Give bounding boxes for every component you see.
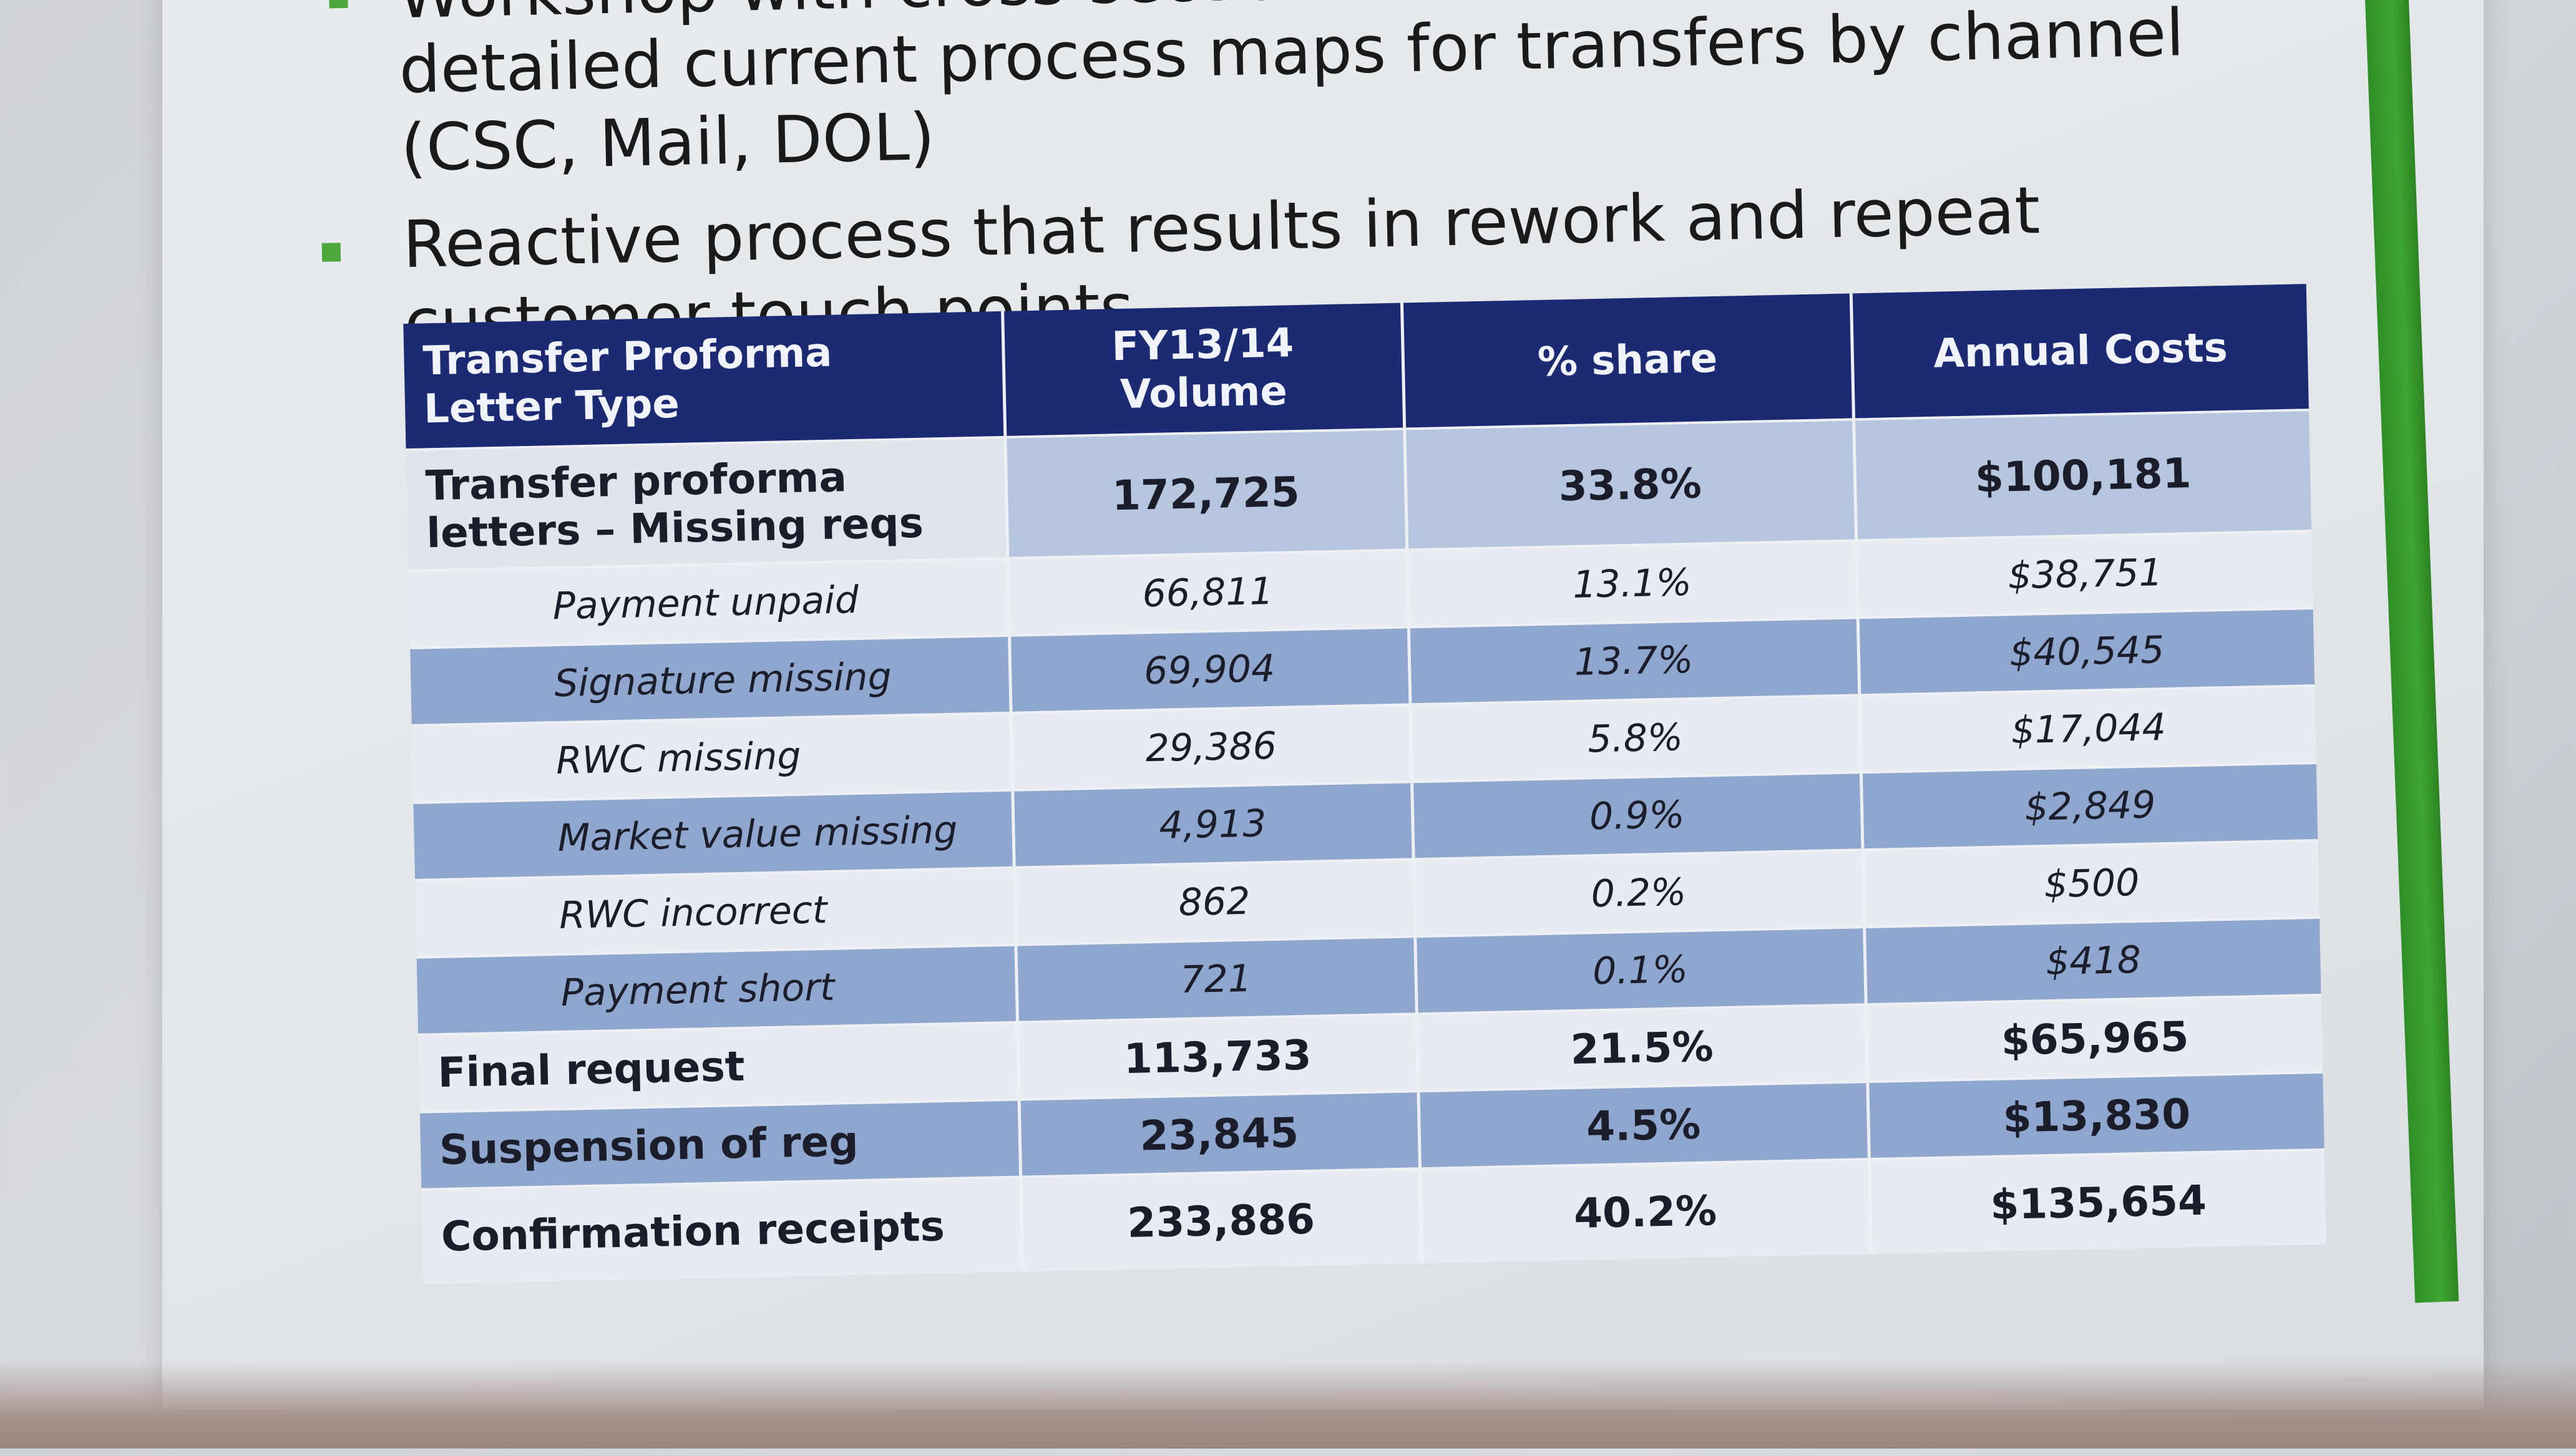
bullet-text-line: Reactive process that results in rework … <box>402 172 2041 283</box>
cost-cell: $13,830 <box>1867 1072 2325 1160</box>
letter-type-cell: RWC incorrect <box>414 867 1016 958</box>
share-cell: 40.2% <box>1420 1159 1871 1264</box>
column-header: Annual Costs <box>1850 284 2309 420</box>
transfer-letter-table: Transfer Proforma Letter Type FY13/14 Vo… <box>403 284 2326 1284</box>
column-header: % share <box>1401 293 1854 429</box>
cost-cell: $500 <box>1862 840 2320 928</box>
bullet-text-line: (CSC, Mail, DOL) <box>400 99 936 187</box>
volume-cell: 172,725 <box>1005 429 1407 558</box>
volume-cell: 66,811 <box>1007 550 1408 636</box>
bullet-marker <box>329 0 348 9</box>
volume-cell: 69,904 <box>1008 627 1410 713</box>
share-cell: 0.1% <box>1415 927 1866 1014</box>
letter-type-cell: Final request <box>418 1022 1019 1112</box>
share-cell: 0.2% <box>1413 850 1865 937</box>
share-cell: 4.5% <box>1418 1082 1869 1169</box>
cost-cell: $2,849 <box>1860 762 2318 850</box>
letter-type-cell: Suspension of reg <box>419 1099 1021 1190</box>
letter-type-cell: RWC missing <box>411 712 1013 803</box>
share-cell: 5.8% <box>1410 695 1861 782</box>
cost-cell: $40,545 <box>1857 608 2315 696</box>
cost-cell: $65,965 <box>1865 994 2323 1082</box>
share-cell: 13.1% <box>1407 540 1858 628</box>
letter-type-cell: Signature missing <box>410 635 1011 726</box>
volume-cell: 233,886 <box>1020 1168 1422 1272</box>
letter-type-cell: Transfer proforma letters – Missing reqs <box>406 437 1008 571</box>
share-cell: 21.5% <box>1416 1004 1868 1092</box>
volume-cell: 113,733 <box>1017 1014 1418 1100</box>
letter-type-cell: Market value missing <box>413 790 1014 880</box>
cost-cell: $17,044 <box>1859 685 2316 773</box>
bullet-marker <box>321 243 341 262</box>
cost-cell: $418 <box>1864 917 2321 1005</box>
volume-cell: 23,845 <box>1018 1091 1420 1177</box>
letter-type-cell: Confirmation receipts <box>421 1177 1023 1284</box>
cost-cell: $38,751 <box>1856 531 2313 618</box>
share-cell: 33.8% <box>1404 419 1856 550</box>
cost-cell: $135,654 <box>1868 1149 2326 1255</box>
cost-cell: $100,181 <box>1853 410 2311 541</box>
share-cell: 13.7% <box>1408 618 1860 705</box>
share-cell: 0.9% <box>1412 772 1863 860</box>
table-surface-shadow <box>0 1360 2576 1449</box>
column-header: Transfer Proforma Letter Type <box>403 311 1005 450</box>
column-header: FY13/14 Volume <box>1002 303 1405 437</box>
letter-type-cell: Payment short <box>416 944 1017 1035</box>
volume-cell: 29,386 <box>1010 704 1412 790</box>
volume-cell: 4,913 <box>1012 782 1413 868</box>
volume-cell: 862 <box>1013 859 1415 945</box>
letter-type-cell: Payment unpaid <box>408 558 1009 648</box>
volume-cell: 721 <box>1015 936 1417 1022</box>
